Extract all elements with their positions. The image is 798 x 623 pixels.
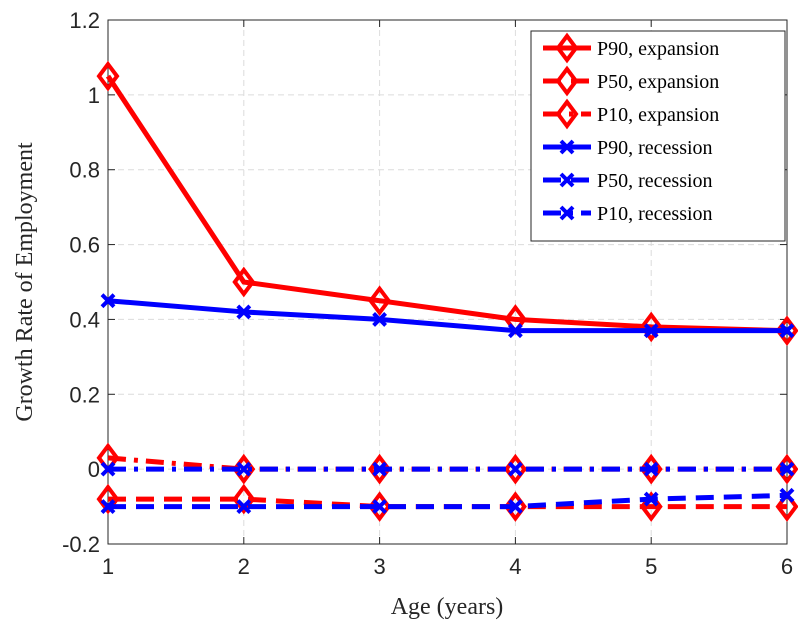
marker-x [779, 323, 795, 339]
marker-x [643, 461, 659, 477]
marker-x [779, 487, 795, 503]
marker-x [507, 499, 523, 514]
legend-box [530, 30, 786, 242]
y-axis-label: Growth Rate of Employment [12, 142, 38, 422]
y-tick-label: 0.4 [69, 307, 100, 332]
legend-label: P10, recession [597, 203, 713, 225]
legend-label: P90, recession [597, 137, 713, 159]
marker-x [372, 312, 388, 327]
legend-marker [555, 32, 579, 64]
y-tick-label: 0.8 [69, 158, 100, 183]
y-tick-label: 0 [88, 457, 100, 482]
x-tick-label: 6 [781, 554, 793, 579]
y-tick-label: -0.2 [62, 532, 100, 557]
marker-x [100, 293, 116, 309]
legend-label: P10, expansion [597, 104, 719, 126]
y-tick-label: 0.2 [69, 382, 100, 407]
series-line [105, 74, 788, 334]
marker-diamond [368, 285, 392, 317]
y-tick-label: 1 [88, 83, 100, 108]
marker-diamond [775, 491, 798, 522]
legend-label: P90, expansion [597, 38, 719, 60]
legend-marker [559, 205, 575, 221]
marker-x [372, 461, 388, 477]
marker-diamond [232, 266, 256, 298]
legend-label: P50, expansion [597, 71, 719, 93]
legend-marker [559, 139, 575, 155]
legend-marker [559, 172, 575, 188]
marker-diamond [96, 483, 120, 515]
marker-diamond [96, 60, 120, 92]
axes-box [107, 19, 788, 545]
marker-x [507, 461, 523, 477]
x-axis-label: Age (years) [391, 594, 504, 620]
marker-x [236, 304, 252, 320]
marker-x [643, 491, 659, 507]
x-tick-label: 3 [373, 554, 385, 579]
marker-x [100, 461, 116, 477]
series-line [108, 492, 788, 510]
marker-x [100, 499, 116, 514]
legend-marker [555, 65, 579, 97]
x-tick-label: 2 [238, 554, 250, 579]
y-tick-label: 0.6 [69, 233, 100, 258]
x-tick-label: 4 [509, 554, 521, 579]
x-tick-label: 1 [102, 554, 114, 579]
marker-diamond [232, 483, 256, 515]
legend: P90, expansion P50, expansion P10, expansi… [530, 30, 786, 242]
marker-x [643, 323, 659, 339]
marker-x [372, 499, 388, 514]
marker-diamond [639, 311, 663, 343]
marker-x [507, 323, 523, 339]
legend-label: P50, recession [597, 170, 713, 192]
legend-marker [555, 98, 579, 130]
y-tick-label: 1.2 [69, 8, 100, 33]
series-line [107, 298, 787, 334]
marker-x [779, 461, 795, 477]
x-tick-label: 5 [645, 554, 657, 579]
marker-x [236, 461, 252, 477]
marker-x [236, 499, 252, 514]
